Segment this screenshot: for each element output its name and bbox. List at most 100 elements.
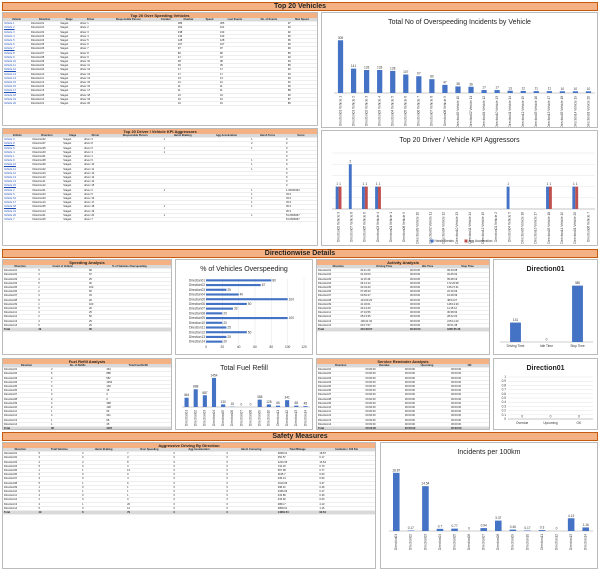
- table-row: Direction04 04:14:12 00:00:00 172:26:08: [317, 281, 489, 287]
- table-cell: Direction12: [31, 183, 63, 189]
- vehicle-link[interactable]: Vehicle 1: [3, 154, 32, 160]
- tick-label: Direction13 Vehicle 17: [547, 96, 551, 128]
- vehicle-link[interactable]: Vehicle 19: [3, 209, 32, 214]
- vehicle-link[interactable]: Vehicle 3: [3, 30, 31, 35]
- table-cell: 1195.7: [276, 472, 319, 478]
- table-cell: 22:16:09: [446, 289, 489, 295]
- data-label: 1: [576, 182, 578, 186]
- table-header-row: Direction No. of Refills Total Fuel Refill: [3, 364, 171, 369]
- vehicle-link[interactable]: Vehicle 8: [3, 141, 32, 147]
- table-cell: 0.17: [318, 455, 375, 461]
- table-cell: 00:00:00: [364, 409, 404, 415]
- bar: [567, 518, 575, 531]
- table-cell: 5: [37, 464, 82, 470]
- table-cell: 48:04:27: [446, 298, 489, 303]
- vehicle-link[interactable]: Vehicle 3: [3, 137, 32, 143]
- table-cell: Direction13: [3, 418, 50, 423]
- table-cell: Stage1: [59, 88, 79, 94]
- table-cell: Direction04: [3, 464, 38, 470]
- table-cell: [200, 21, 219, 27]
- table-cell: 0: [225, 493, 277, 499]
- table-cell: 100:21:33: [359, 319, 410, 324]
- table-cell: 238: [176, 30, 201, 35]
- table-cell: [154, 72, 177, 77]
- column-header: No. of Refills: [49, 364, 106, 369]
- bar: [257, 399, 262, 407]
- vehicle-link[interactable]: Vehicle 4: [3, 150, 32, 156]
- table-cell: Stage1: [62, 150, 84, 156]
- tick-label: Direction04 Vehicle 5: [507, 212, 511, 242]
- table-cell: [162, 175, 203, 181]
- vehicle-link[interactable]: Vehicle 20: [3, 101, 31, 107]
- bar: [455, 86, 461, 93]
- table-cell: 93: [286, 76, 317, 82]
- vehicle-link[interactable]: Vehicle 6: [3, 146, 32, 151]
- table-cell: Direction08: [317, 298, 360, 303]
- table-cell: 1: [81, 468, 127, 474]
- vehicle-link[interactable]: Vehicle 20: [3, 213, 32, 219]
- vehicle-link[interactable]: Vehicle 12: [3, 171, 32, 177]
- vehicle-link[interactable]: Vehicle 18: [3, 93, 31, 98]
- table-row: Vehicle 7 Direction06 Stage1 driver 7 97 97 96: [3, 46, 317, 52]
- overspeeding-chart-panel: Total No of Overspeeding Incidents by Ve…: [321, 12, 598, 128]
- vehicle-link[interactable]: Vehicle 9: [3, 55, 31, 61]
- vehicle-link[interactable]: Vehicle 19: [3, 97, 31, 103]
- table-row: Direction11 00:00:00 00:00:00 00:00:00: [317, 409, 489, 415]
- total-cell: 00:00:00: [450, 426, 489, 429]
- vehicle-link[interactable]: Vehicle 15: [3, 183, 32, 189]
- vehicle-link[interactable]: Vehicle 14: [3, 76, 31, 82]
- vehicle-link[interactable]: Vehicle 12: [3, 67, 31, 73]
- vehicle-link[interactable]: Vehicle 10: [3, 162, 32, 168]
- table-row: Direction06 2 50: [3, 289, 171, 295]
- table-cell: 0: [225, 451, 277, 457]
- vehicle-link[interactable]: Vehicle 18: [3, 204, 32, 210]
- vehicle-link[interactable]: Vehicle 4: [3, 34, 31, 40]
- table-row: Direction14 5 0 12 0 0 2808.61 1.16: [3, 506, 375, 512]
- vehicle-link[interactable]: Vehicle 11: [3, 63, 31, 69]
- table-cell: Stage1: [62, 162, 84, 168]
- table-row: Vehicle 10 Direction09 Stage1 driver 10 38 38…: [3, 59, 317, 65]
- vehicle-link[interactable]: Vehicle 13: [3, 72, 31, 77]
- tick-label: Idle Time: [540, 344, 553, 348]
- vehicle-link[interactable]: Vehicle 11: [3, 167, 32, 172]
- table-cell: driver 13: [79, 72, 103, 77]
- table-cell: driver 9: [79, 55, 103, 61]
- table-cell: 0: [126, 472, 173, 478]
- table-cell: 0: [284, 146, 317, 151]
- vehicle-link[interactable]: Vehicle 17: [3, 88, 31, 94]
- data-label: 141: [351, 64, 357, 68]
- vehicle-link[interactable]: Vehicle 5: [3, 192, 32, 198]
- tick-label: Direction14 Vehicle 19: [560, 212, 564, 244]
- bar: [546, 91, 552, 93]
- table-cell: 33.3: [284, 192, 317, 198]
- table-row: Direction12 05:13:35 00:00:00 28:22:20: [317, 314, 489, 320]
- data-label: 0.94: [481, 524, 487, 528]
- vehicle-link[interactable]: Vehicle 1: [3, 21, 31, 27]
- vehicle-link[interactable]: Vehicle 17: [3, 200, 32, 206]
- vehicle-link[interactable]: Vehicle 2: [3, 25, 31, 31]
- vehicle-link[interactable]: Vehicle 14: [3, 179, 32, 185]
- vehicle-link[interactable]: Vehicle 6: [3, 42, 31, 48]
- vehicle-link[interactable]: Vehicle 9: [3, 158, 32, 164]
- vehicle-link[interactable]: Vehicle 2: [3, 188, 32, 193]
- table-cell: Direction11: [3, 310, 38, 316]
- vehicle-link[interactable]: Vehicle 7: [3, 217, 32, 223]
- tick-label: Driving Time: [507, 344, 525, 348]
- vehicle-link[interactable]: Vehicle 5: [3, 38, 31, 44]
- vehicle-link[interactable]: Vehicle 16: [3, 84, 31, 90]
- vehicle-link[interactable]: Vehicle 15: [3, 80, 31, 86]
- vehicle-link[interactable]: Vehicle 8: [3, 51, 31, 56]
- vehicle-link[interactable]: Vehicle 10: [3, 59, 31, 65]
- table-cell: driver 1: [79, 21, 103, 27]
- table-cell: 00:00:00: [409, 281, 447, 287]
- vehicle-link[interactable]: Vehicle 16: [3, 196, 32, 202]
- vehicle-link[interactable]: Vehicle 7: [3, 46, 31, 52]
- tick-label: Direction14: [303, 410, 307, 426]
- tick-label: Direction03: [203, 410, 207, 426]
- vehicle-link[interactable]: Vehicle 13: [3, 175, 32, 181]
- activity-analysis-title: Activity Analysis: [317, 260, 489, 265]
- table-cell: 0.94: [318, 476, 375, 482]
- table-row: Direction04 00:00:00 00:00:00 00:00:00: [317, 380, 489, 386]
- data-label: 66: [276, 401, 280, 405]
- table-cell: 0: [284, 183, 317, 189]
